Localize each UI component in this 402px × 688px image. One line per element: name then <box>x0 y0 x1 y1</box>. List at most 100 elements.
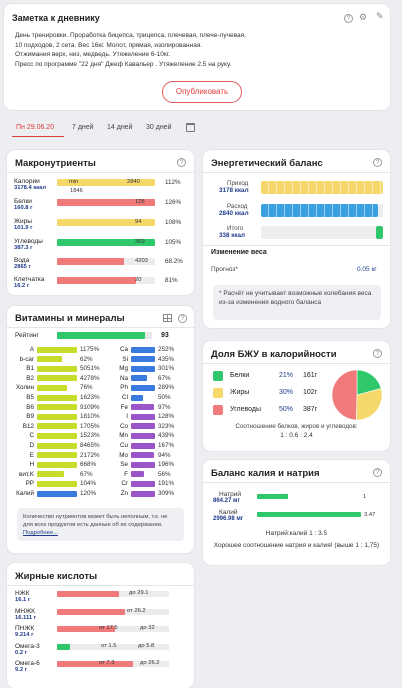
vitamin-label: Zn <box>120 490 128 497</box>
kna-comment: Хорошее соотношение натрия и калия! (выш… <box>213 542 380 549</box>
help-icon[interactable]: ? <box>344 14 353 23</box>
help-icon[interactable]: ? <box>178 314 187 323</box>
macro-label: Вода 2865 г <box>14 257 31 270</box>
vitamin-label: Ph <box>120 384 128 392</box>
macro-label: Жиры 101.9 г <box>14 218 33 231</box>
fatty-bar <box>57 643 71 650</box>
energy-amount: 338 ккал <box>219 232 246 239</box>
macro-percent: 105% <box>165 239 182 246</box>
vitamin-percent: 9109% <box>80 403 100 411</box>
kna-ratio: Натрий:калий 1 : 3.5 <box>265 530 328 537</box>
vitamin-percent: 301% <box>158 365 175 373</box>
energy-amount: 2840 ккал <box>219 210 249 217</box>
vitamin-label: Калий <box>16 490 34 497</box>
diary-line: День тренировки. Проработка бицепса, три… <box>15 32 246 39</box>
table-icon[interactable] <box>163 314 172 322</box>
vitamin-label: Mn <box>119 432 128 440</box>
diary-note-title: Заметка к дневнику <box>12 13 100 23</box>
bju-swatch <box>213 388 223 398</box>
bju-pie-chart <box>331 369 383 421</box>
macro-value: 94 <box>135 219 142 225</box>
bju-percent: 21% <box>279 372 294 379</box>
vitamin-bar <box>37 432 77 439</box>
vitamin-bar <box>37 442 77 449</box>
kna-amount: 864.27 мг <box>213 498 240 504</box>
forecast-value: 0.05 кг <box>357 266 377 273</box>
vitamin-label: B9 <box>26 413 34 421</box>
active-tab-underline <box>12 136 64 137</box>
fatty-limit: до 29.1 <box>129 590 149 596</box>
vitamin-bar <box>37 471 64 478</box>
vitamin-percent: 120% <box>80 490 97 497</box>
fatty-from: от 17.5 <box>99 625 118 631</box>
vitamin-label: Se <box>120 461 128 469</box>
vitamin-bar <box>37 384 68 391</box>
energy-amount: 3178 ккал <box>219 187 249 194</box>
vitamin-label: PP <box>25 480 34 488</box>
gear-icon[interactable]: ⚙ <box>359 12 368 22</box>
more-link[interactable]: Подробнее... <box>23 530 58 536</box>
divider <box>7 327 194 328</box>
bju-percent: 50% <box>279 406 294 413</box>
divider <box>203 482 390 483</box>
macro-value: 20 <box>135 277 142 283</box>
vitamin-percent: 62% <box>80 355 93 363</box>
vitamin-label: F <box>124 470 128 478</box>
bju-grams: 387г <box>303 406 318 413</box>
vitamin-percent: 94% <box>158 451 171 459</box>
fatty-limit: от 26.2 <box>127 607 146 614</box>
fatty-bar <box>57 608 126 615</box>
vitamins-note: Количество нутриентов может быть неполны… <box>17 508 184 541</box>
macro-bar <box>57 258 124 265</box>
vitamin-bar <box>131 432 155 439</box>
divider <box>203 245 390 246</box>
vitamin-label: Na <box>119 374 128 382</box>
vitamin-label: b-car <box>19 355 34 363</box>
macro-value: 2840 <box>127 179 140 185</box>
vitamin-percent: 1523% <box>80 432 100 440</box>
vitamins-title: Витамины и минералы <box>15 313 125 324</box>
fatty-to: до 26.2 <box>140 660 160 666</box>
help-icon[interactable]: ? <box>373 468 382 477</box>
macro-amount: 101.9 г <box>14 225 33 231</box>
bju-name: Углеводы <box>230 406 262 413</box>
help-icon[interactable]: ? <box>373 158 382 167</box>
fatty-from: от 7.3 <box>99 660 115 666</box>
vitamin-bar <box>131 471 145 478</box>
help-icon[interactable]: ? <box>177 158 186 167</box>
tab-7-days[interactable]: 7 дней <box>72 124 94 131</box>
vitamin-percent: 67% <box>80 470 93 478</box>
vitamin-bar <box>131 384 155 391</box>
diary-line: Пресс по программе "22 дня" Джеф Кавалье… <box>15 60 232 68</box>
macro-label: Белки 160.8 г <box>14 198 33 211</box>
tab-30-days[interactable]: 30 дней <box>146 124 172 131</box>
kna-bar <box>257 494 289 499</box>
tab-14-days[interactable]: 14 дней <box>107 124 133 131</box>
bju-ratio-value: 1 : 0.6 : 2.4 <box>280 432 313 439</box>
vitamin-bar <box>37 480 77 487</box>
weight-note: * Расчёт не учитывает возможные колебани… <box>213 285 381 320</box>
macro-bar <box>57 179 155 186</box>
publish-button[interactable]: Опубликовать <box>162 81 242 103</box>
macro-value: 369 <box>135 239 145 245</box>
kna-value: 1 <box>363 494 367 500</box>
vitamin-label: B2 <box>26 374 34 382</box>
tab-day[interactable]: Пн 29.06.20 <box>16 124 55 131</box>
help-icon[interactable]: ? <box>373 349 382 358</box>
fatty-label: Омега-3 0.2 г <box>15 642 40 656</box>
kna-label: Натрий <box>219 491 242 498</box>
energy-balance-card: Энергетический баланс ? Приход 3178 ккал Р… <box>203 150 390 328</box>
calendar-icon[interactable] <box>186 123 195 132</box>
bju-grams: 161г <box>303 372 318 379</box>
weight-note-text: * Расчёт не учитывает возможные колебани… <box>219 290 372 306</box>
bju-swatch <box>213 405 223 415</box>
potassium-sodium-card: Баланс калия и натрия ? Натрий 864.27 мг 1… <box>203 460 390 565</box>
vitamin-label: Fe <box>120 403 128 411</box>
divider <box>203 172 390 173</box>
vitamin-percent: 56% <box>158 470 171 478</box>
vitamin-bar <box>37 461 77 468</box>
edit-icon[interactable]: ✎ <box>376 11 384 21</box>
vitamin-percent: 50% <box>158 394 171 401</box>
fatty-bar <box>57 661 134 667</box>
bju-percent: 30% <box>279 389 294 396</box>
